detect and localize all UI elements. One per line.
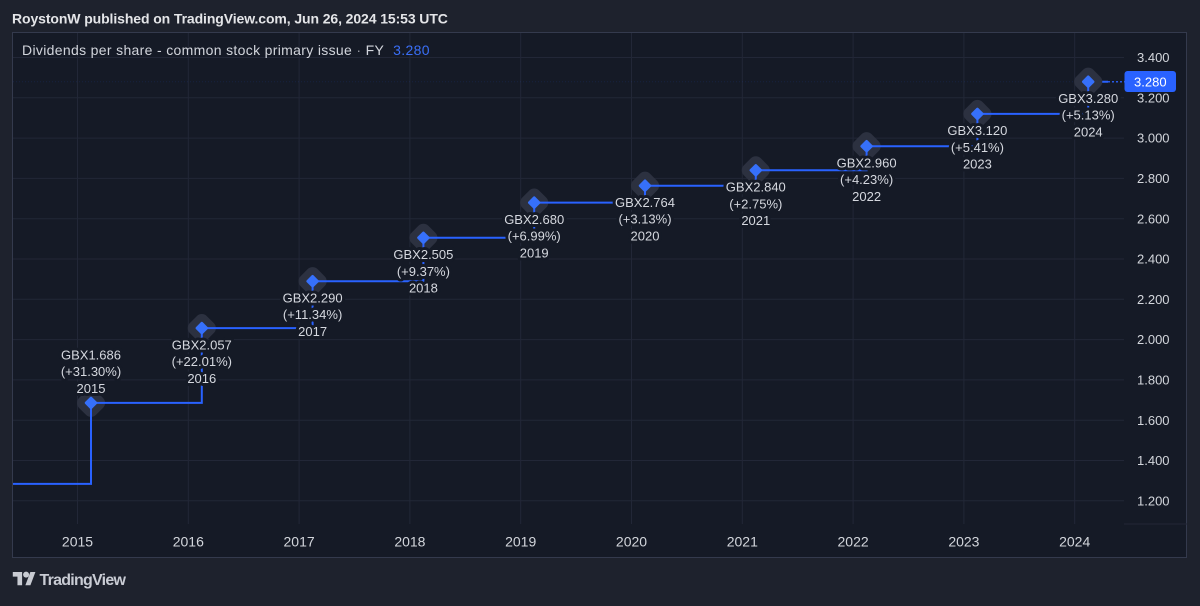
svg-text:TradingView: TradingView [40,572,127,589]
svg-text:2023: 2023 [948,534,979,550]
svg-text:2.600: 2.600 [1137,211,1170,226]
svg-text:2023: 2023 [963,157,992,172]
svg-text:2017: 2017 [284,534,315,550]
svg-text:3.280: 3.280 [1134,74,1167,89]
svg-text:2.000: 2.000 [1137,332,1170,347]
svg-text:GBX1.686: GBX1.686 [61,348,121,363]
svg-text:2022: 2022 [838,534,869,550]
svg-text:GBX2.505: GBX2.505 [393,247,453,262]
svg-text:2024: 2024 [1074,124,1103,139]
svg-text:1.200: 1.200 [1137,493,1170,508]
svg-text:GBX3.120: GBX3.120 [947,123,1007,138]
svg-text:Dividends per share - common s: Dividends per share - common stock prima… [22,42,430,58]
svg-text:(+11.34%): (+11.34%) [283,307,342,322]
svg-text:3.000: 3.000 [1137,131,1170,146]
svg-text:2016: 2016 [187,371,216,386]
svg-text:(+22.01%): (+22.01%) [172,354,232,369]
svg-text:(+3.13%): (+3.13%) [618,212,671,227]
svg-text:GBX3.280: GBX3.280 [1058,91,1118,106]
svg-text:(+4.23%): (+4.23%) [840,172,893,187]
svg-text:(+5.13%): (+5.13%) [1062,108,1115,123]
svg-text:2016: 2016 [173,534,204,550]
svg-text:(+5.41%): (+5.41%) [951,140,1004,155]
svg-text:2015: 2015 [62,534,93,550]
svg-text:(+2.75%): (+2.75%) [729,196,782,211]
svg-text:2017: 2017 [298,324,327,339]
svg-text:(+6.99%): (+6.99%) [508,229,561,244]
svg-text:1.600: 1.600 [1137,413,1170,428]
svg-text:2024: 2024 [1059,534,1090,550]
svg-text:GBX2.764: GBX2.764 [615,195,675,210]
svg-text:2.400: 2.400 [1137,252,1170,267]
svg-text:GBX2.057: GBX2.057 [172,337,232,352]
svg-text:2022: 2022 [852,189,881,204]
svg-text:(+31.30%): (+31.30%) [61,364,121,379]
svg-text:2019: 2019 [505,534,536,550]
svg-text:GBX2.960: GBX2.960 [837,156,897,171]
svg-text:2.200: 2.200 [1137,292,1170,307]
svg-text:2018: 2018 [394,534,425,550]
svg-text:GBX2.290: GBX2.290 [283,291,343,306]
svg-text:2021: 2021 [741,213,770,228]
svg-text:GBX2.680: GBX2.680 [504,212,564,227]
svg-text:RoystonW published on TradingV: RoystonW published on TradingView.com, J… [12,11,448,27]
svg-text:(+9.37%): (+9.37%) [397,264,450,279]
svg-text:3.400: 3.400 [1137,50,1170,65]
svg-text:GBX2.840: GBX2.840 [726,180,786,195]
svg-text:2020: 2020 [616,534,647,550]
svg-text:1.800: 1.800 [1137,373,1170,388]
svg-text:1.400: 1.400 [1137,453,1170,468]
svg-text:2020: 2020 [631,228,660,243]
svg-text:2021: 2021 [727,534,758,550]
svg-text:2019: 2019 [520,245,549,260]
svg-text:2018: 2018 [409,281,438,296]
svg-text:2.800: 2.800 [1137,171,1170,186]
svg-text:3.200: 3.200 [1137,90,1170,105]
svg-text:2015: 2015 [77,381,106,396]
